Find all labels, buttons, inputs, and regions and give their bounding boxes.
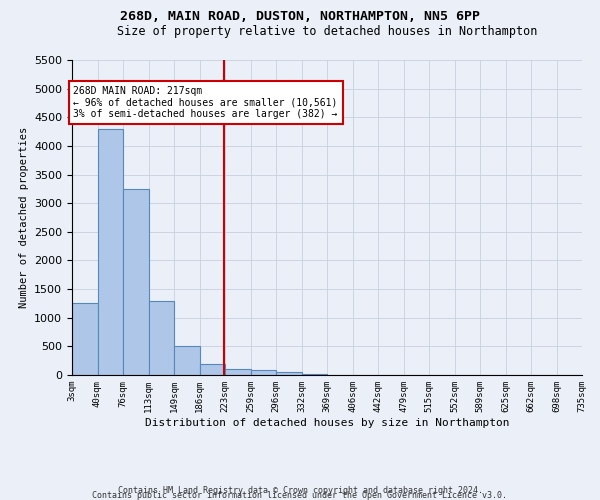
Title: Size of property relative to detached houses in Northampton: Size of property relative to detached ho… [117, 25, 537, 38]
Bar [174, 346, 199, 375]
Bar [225, 370, 251, 375]
Y-axis label: Number of detached properties: Number of detached properties [19, 127, 29, 308]
Bar [276, 372, 302, 375]
Bar [123, 189, 149, 375]
Bar [72, 304, 97, 375]
Text: 268D, MAIN ROAD, DUSTON, NORTHAMPTON, NN5 6PP: 268D, MAIN ROAD, DUSTON, NORTHAMPTON, NN… [120, 10, 480, 23]
X-axis label: Distribution of detached houses by size in Northampton: Distribution of detached houses by size … [145, 418, 509, 428]
Bar [251, 370, 276, 375]
Text: 268D MAIN ROAD: 217sqm
← 96% of detached houses are smaller (10,561)
3% of semi-: 268D MAIN ROAD: 217sqm ← 96% of detached… [73, 86, 338, 119]
Bar [302, 374, 327, 375]
Bar [199, 364, 225, 375]
Bar [149, 300, 174, 375]
Text: Contains HM Land Registry data © Crown copyright and database right 2024.: Contains HM Land Registry data © Crown c… [118, 486, 482, 495]
Bar [97, 128, 123, 375]
Text: Contains public sector information licensed under the Open Government Licence v3: Contains public sector information licen… [92, 491, 508, 500]
